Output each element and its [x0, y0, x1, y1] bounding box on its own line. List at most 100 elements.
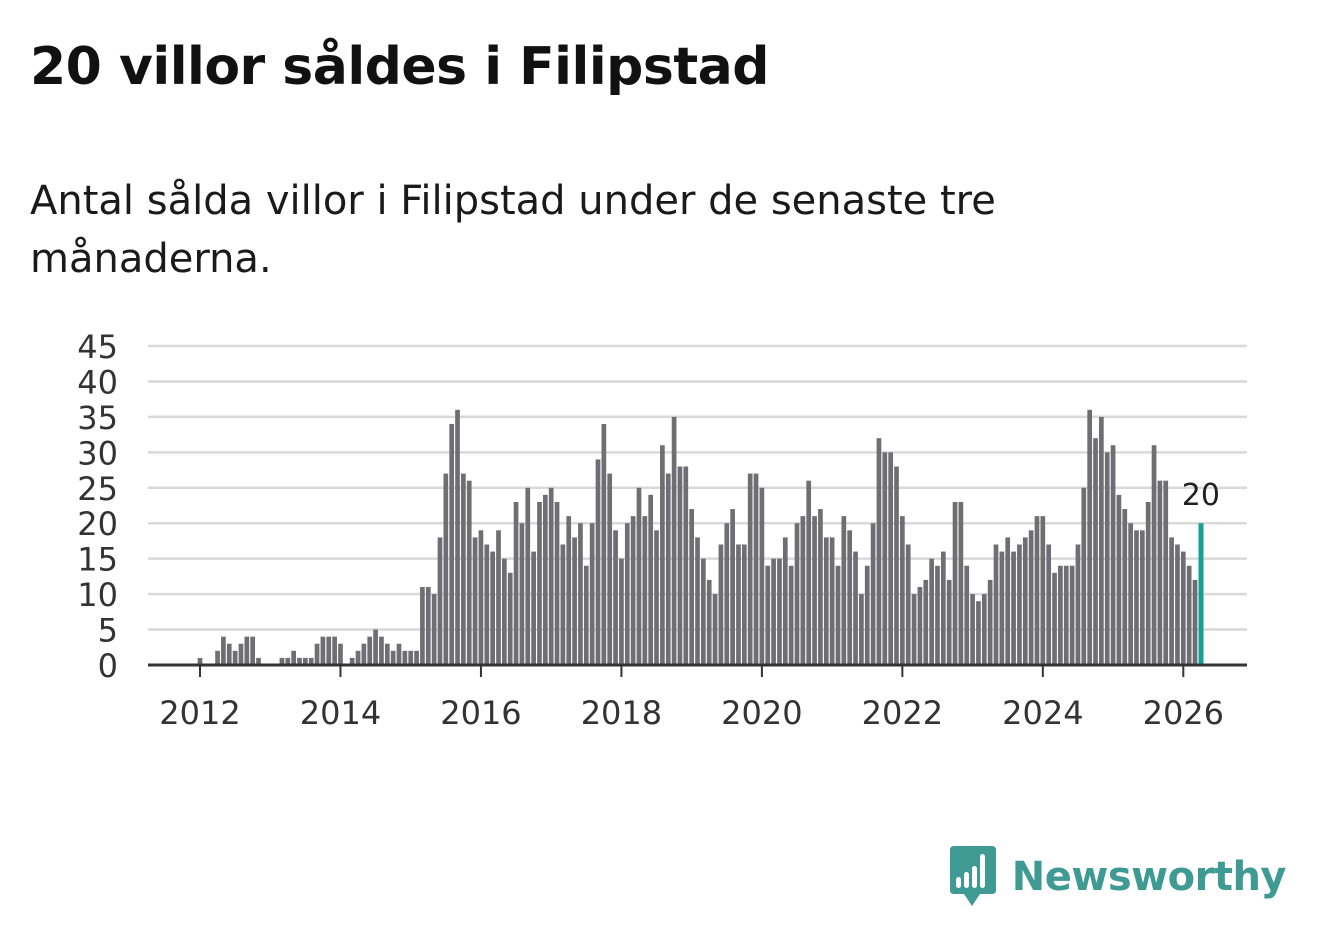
x-tick-label: 2012: [159, 694, 240, 732]
bar: [461, 473, 466, 665]
x-axis-tick-labels: 2012 2014 2016 2018 2020 2022 2024 2026: [159, 694, 1224, 732]
bar: [502, 558, 507, 665]
bar: [712, 594, 718, 665]
bar: [636, 487, 642, 665]
bar: [730, 509, 735, 665]
bar: [1163, 480, 1169, 665]
bar: [619, 558, 624, 665]
bar: [771, 558, 776, 665]
bar: [338, 643, 343, 665]
bar: [964, 565, 970, 665]
bar: [753, 473, 759, 665]
bar: [332, 636, 337, 665]
bar: [1022, 537, 1028, 665]
bar: [701, 558, 706, 665]
bar: [900, 516, 905, 665]
bar: [981, 594, 987, 665]
bar: [1017, 544, 1022, 665]
bar: [935, 565, 940, 665]
bar: [987, 579, 993, 665]
bar: [1110, 445, 1116, 665]
bar: [800, 516, 806, 665]
bar: [349, 657, 355, 665]
bar: [513, 501, 519, 665]
y-tick-label: 0: [98, 647, 118, 685]
y-tick-label: 10: [77, 576, 118, 614]
bar: [484, 544, 490, 665]
bar: [952, 501, 958, 665]
bar: [1087, 409, 1093, 665]
gridlines: [148, 344, 1247, 631]
bar: [929, 558, 934, 665]
bar: [864, 565, 870, 665]
bar: [379, 636, 384, 665]
bar: [677, 466, 683, 665]
bar: [496, 530, 501, 665]
bar: [466, 480, 472, 665]
bar: [437, 537, 443, 665]
bar: [215, 650, 220, 665]
bar: [431, 594, 437, 665]
bar: [443, 473, 449, 665]
y-tick-label: 35: [77, 399, 118, 437]
bar: [1157, 480, 1163, 665]
bar: [806, 480, 812, 665]
data-labels: 20: [1182, 478, 1220, 513]
bar: [537, 501, 542, 665]
bar: [303, 657, 308, 665]
bar: [531, 551, 536, 665]
bar: [250, 636, 256, 665]
bar: [384, 643, 390, 665]
bar: [741, 544, 747, 665]
bar: [525, 487, 531, 665]
bar: [326, 636, 332, 665]
x-tick-label: 2026: [1143, 694, 1224, 732]
bar: [1151, 445, 1157, 665]
bar: [256, 657, 261, 665]
bar: [718, 544, 724, 665]
bar: [478, 530, 484, 665]
bar: [940, 551, 946, 665]
bar: [782, 537, 788, 665]
bar: [613, 530, 618, 665]
bar: [1093, 438, 1098, 665]
bar: [1075, 544, 1081, 665]
bar: [548, 487, 554, 665]
x-tick-label: 2016: [440, 694, 521, 732]
bar: [1175, 544, 1180, 665]
bar-highlight: [1198, 523, 1204, 665]
bar: [314, 643, 320, 665]
x-tick-label: 2024: [1002, 694, 1083, 732]
bar: [689, 509, 694, 665]
y-tick-label: 25: [77, 470, 118, 508]
bar: [765, 565, 771, 665]
bar: [905, 544, 911, 665]
bar: [1034, 516, 1040, 665]
bar: [665, 473, 671, 665]
y-tick-label: 30: [77, 434, 118, 472]
bar: [706, 579, 712, 665]
bar: [361, 643, 367, 665]
x-tick-label: 2014: [300, 694, 381, 732]
bar: [542, 494, 548, 665]
bar: [308, 657, 314, 665]
bar: [1040, 516, 1046, 665]
bar: [859, 594, 864, 665]
bar: [291, 650, 296, 665]
bar: [958, 501, 964, 665]
bar: [244, 636, 250, 665]
bar: [1063, 565, 1069, 665]
bar: [648, 494, 654, 665]
bar-chart-speech-bubble-icon: [949, 846, 996, 906]
bar: [917, 587, 923, 665]
bar: [976, 601, 981, 665]
bar: [999, 551, 1005, 665]
bar: [835, 565, 841, 665]
bar: [414, 650, 419, 665]
x-tick-label: 2018: [581, 694, 662, 732]
bar: [595, 459, 601, 665]
chart-subtitle: Antal sålda villor i Filipstad under de …: [30, 178, 996, 282]
bar: [1069, 565, 1075, 665]
y-tick-label: 40: [77, 363, 118, 401]
bar: [946, 579, 952, 665]
